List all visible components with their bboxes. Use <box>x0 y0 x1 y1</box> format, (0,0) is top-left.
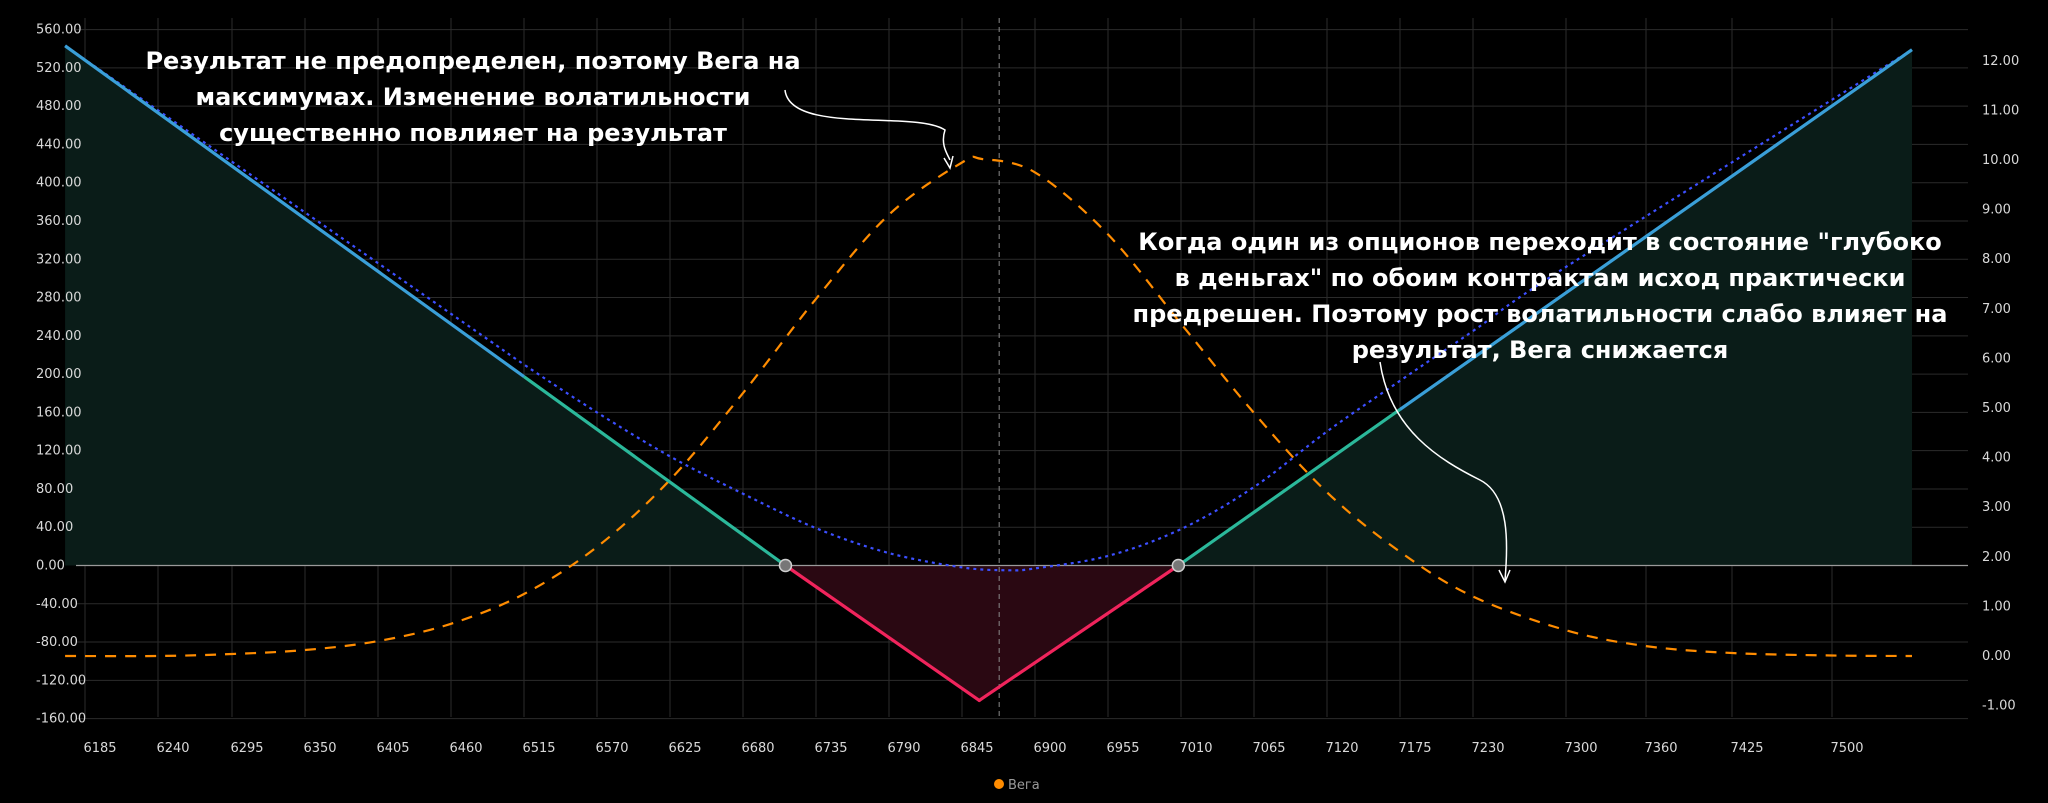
x-tick-label: 6680 <box>741 741 774 756</box>
left-tick-label: 40.00 <box>36 520 73 535</box>
annotation-right-line: предрешен. Поэтому рост волатильности сл… <box>1133 300 1948 328</box>
right-tick-label: 12.00 <box>1982 54 2019 69</box>
x-tick-label: 6790 <box>887 741 920 756</box>
payoff-segment-loss-left <box>783 563 981 703</box>
left-tick-label: 440.00 <box>36 137 82 152</box>
x-tick-label: 6350 <box>303 741 336 756</box>
left-tick-label: -160.00 <box>36 712 86 727</box>
payoff-segment-left-outer <box>64 44 525 378</box>
annotation-right-line: результат, Вега снижается <box>1352 336 1728 364</box>
right-tick-label: 0.00 <box>1982 649 2011 664</box>
payoff-segment-right-profit <box>1177 408 1401 567</box>
right-tick-label: 1.00 <box>1982 599 2011 614</box>
payoff-segment-right-outer <box>1399 48 1913 411</box>
right-tick-label: 8.00 <box>1982 252 2011 267</box>
right-tick-label: 4.00 <box>1982 451 2011 466</box>
right-tick-label: 7.00 <box>1982 302 2011 317</box>
vega-line <box>65 155 1913 658</box>
left-tick-label: 480.00 <box>36 99 82 114</box>
annotation-left-arrowhead <box>943 155 954 170</box>
current-pnl-series <box>64 44 1913 572</box>
legend-vega-label: Вега <box>1008 778 1040 793</box>
left-tick-label: 240.00 <box>36 329 82 344</box>
x-tick-label: 6625 <box>668 741 701 756</box>
left-tick-label: 520.00 <box>36 61 82 76</box>
x-tick-label: 7175 <box>1398 741 1431 756</box>
left-y-axis: 560.00 520.00 480.00 440.00 400.00 360.00 320.… <box>36 23 86 727</box>
legend-vega-marker <box>994 779 1004 789</box>
right-y-axis: 12.00 11.00 10.00 9.00 8.00 7.00 6.00 5.00 4.00 3… <box>1982 54 2019 714</box>
x-tick-label: 7120 <box>1325 741 1358 756</box>
annotations: Результат не предопределен, поэтому Вега… <box>145 47 1948 584</box>
right-tick-label: 9.00 <box>1982 203 2011 218</box>
x-tick-label: 6735 <box>814 741 847 756</box>
x-tick-label: 7500 <box>1830 741 1863 756</box>
right-tick-label: 11.00 <box>1982 103 2019 118</box>
breakeven-markers <box>778 558 1186 573</box>
left-tick-label: 320.00 <box>36 252 82 267</box>
annotation-left-line: Результат не предопределен, поэтому Вега… <box>145 47 800 75</box>
legend[interactable]: Вега <box>994 778 1040 793</box>
left-tick-label: -120.00 <box>36 673 86 688</box>
left-tick-label: 80.00 <box>36 482 73 497</box>
loss-fill <box>785 565 1179 701</box>
x-tick-label: 7010 <box>1179 741 1212 756</box>
x-tick-label: 6185 <box>83 741 116 756</box>
x-tick-label: 6845 <box>960 741 993 756</box>
left-tick-label: 0.00 <box>36 559 65 574</box>
x-tick-label: 6515 <box>522 741 555 756</box>
annotation-left-line: существенно повлияет на результат <box>219 119 727 147</box>
x-tick-label: 7360 <box>1644 741 1677 756</box>
right-tick-label: 3.00 <box>1982 500 2011 515</box>
left-tick-label: 360.00 <box>36 214 82 229</box>
x-tick-label: 6955 <box>1106 741 1139 756</box>
x-tick-label: 7230 <box>1471 741 1504 756</box>
payoff-segment-left-profit <box>523 375 787 567</box>
payoff-segment-loss-right <box>977 563 1180 703</box>
payoff-series <box>64 44 1913 703</box>
x-tick-label: 6240 <box>156 741 189 756</box>
current-pnl-line <box>64 44 1913 572</box>
x-tick-label: 7300 <box>1564 741 1597 756</box>
left-tick-label: 160.00 <box>36 405 82 420</box>
left-tick-label: 280.00 <box>36 291 82 306</box>
x-tick-label: 6460 <box>449 741 482 756</box>
x-tick-label: 7065 <box>1252 741 1285 756</box>
x-tick-label: 6295 <box>230 741 263 756</box>
left-tick-label: 560.00 <box>36 23 82 38</box>
right-tick-label: 2.00 <box>1982 550 2011 565</box>
x-tick-label: 6405 <box>376 741 409 756</box>
x-tick-label: 6570 <box>595 741 628 756</box>
right-tick-label: 10.00 <box>1982 153 2019 168</box>
annotation-left-line: максимумах. Изменение волатильности <box>196 83 751 111</box>
right-tick-label: 6.00 <box>1982 351 2011 366</box>
left-tick-label: 200.00 <box>36 367 82 382</box>
right-tick-label: -1.00 <box>1982 699 2016 714</box>
annotation-right-arrow <box>1379 361 1508 581</box>
right-tick-label: 5.00 <box>1982 401 2011 416</box>
breakeven-marker <box>1171 558 1186 573</box>
x-axis: 6185 6240 6295 6350 6405 6460 6515 6570 6625 6680… <box>83 741 1863 756</box>
annotation-right-arrowhead <box>1498 569 1511 584</box>
left-tick-label: 120.00 <box>36 444 82 459</box>
annotation-right-line: Когда один из опционов переходит в состо… <box>1138 228 1941 256</box>
annotation-left-arrow <box>784 89 951 161</box>
x-tick-label: 6900 <box>1033 741 1066 756</box>
left-tick-label: -80.00 <box>36 635 78 650</box>
annotation-right-line: в деньгах" по обоим контрактам исход пра… <box>1175 264 1906 292</box>
vega-series <box>65 155 1913 658</box>
breakeven-marker <box>778 558 793 573</box>
left-tick-label: -40.00 <box>36 597 78 612</box>
left-tick-label: 400.00 <box>36 176 82 191</box>
x-tick-label: 7425 <box>1730 741 1763 756</box>
